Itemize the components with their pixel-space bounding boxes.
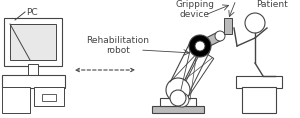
Text: PC: PC bbox=[26, 8, 38, 17]
Text: Gripping
device: Gripping device bbox=[176, 0, 214, 19]
Polygon shape bbox=[168, 43, 200, 93]
Bar bbox=[2, 87, 30, 113]
Circle shape bbox=[170, 90, 186, 106]
Bar bbox=[224, 18, 232, 34]
Circle shape bbox=[245, 13, 265, 33]
Bar bbox=[242, 87, 276, 113]
Text: Rehabilitation
robot: Rehabilitation robot bbox=[86, 36, 149, 55]
Polygon shape bbox=[198, 32, 222, 50]
Circle shape bbox=[215, 31, 225, 41]
Circle shape bbox=[189, 35, 211, 57]
Bar bbox=[42, 94, 56, 101]
Bar bbox=[10, 24, 56, 60]
Bar bbox=[34, 87, 64, 106]
Polygon shape bbox=[178, 53, 214, 101]
Bar bbox=[236, 76, 282, 88]
Circle shape bbox=[166, 78, 190, 102]
Bar bbox=[160, 98, 196, 106]
Polygon shape bbox=[180, 48, 210, 96]
Bar bbox=[2, 75, 65, 88]
Circle shape bbox=[195, 41, 205, 51]
Text: Patient: Patient bbox=[256, 0, 288, 9]
Bar bbox=[152, 106, 204, 113]
Bar bbox=[4, 18, 62, 66]
Bar bbox=[28, 64, 38, 76]
Circle shape bbox=[175, 93, 189, 107]
